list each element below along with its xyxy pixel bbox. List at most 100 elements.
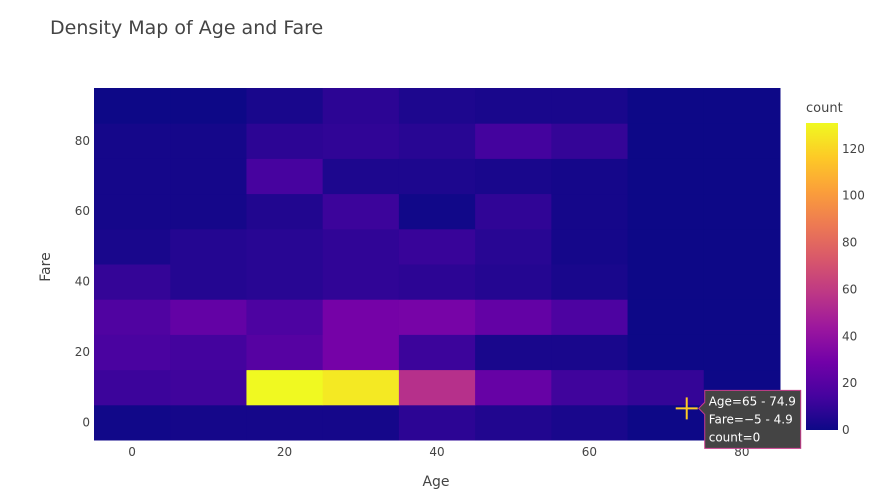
heatmap-cells[interactable] xyxy=(94,88,781,441)
hover-text-line: Fare=−5 - 4.9 xyxy=(709,412,793,426)
heatmap-cell[interactable] xyxy=(475,228,552,265)
heatmap-cell[interactable] xyxy=(703,123,781,159)
heatmap-cell[interactable] xyxy=(627,404,705,441)
heatmap-cell[interactable] xyxy=(475,334,552,371)
heatmap-cell[interactable] xyxy=(322,158,400,195)
heatmap-cell[interactable] xyxy=(246,123,324,159)
x-tick-label: 40 xyxy=(429,445,444,459)
heatmap-cell[interactable] xyxy=(627,334,705,371)
heatmap-cell[interactable] xyxy=(322,228,400,265)
heatmap-cell[interactable] xyxy=(703,299,781,335)
heatmap-cell[interactable] xyxy=(94,123,171,159)
heatmap-cell[interactable] xyxy=(703,193,781,230)
heatmap-cell[interactable] xyxy=(475,369,552,406)
heatmap-cell[interactable] xyxy=(627,193,705,230)
heatmap-cell[interactable] xyxy=(551,264,629,300)
heatmap-cell[interactable] xyxy=(398,193,476,230)
heatmap-cell[interactable] xyxy=(322,404,400,441)
heatmap-cell[interactable] xyxy=(551,228,629,265)
heatmap-cell[interactable] xyxy=(94,299,171,335)
y-tick-label: 0 xyxy=(82,415,90,429)
heatmap-cell[interactable] xyxy=(170,369,247,406)
heatmap-cell[interactable] xyxy=(94,264,171,300)
heatmap-cell[interactable] xyxy=(627,299,705,335)
heatmap-cell[interactable] xyxy=(627,264,705,300)
heatmap-cell[interactable] xyxy=(475,264,552,300)
heatmap-cell[interactable] xyxy=(246,158,324,195)
heatmap-cell[interactable] xyxy=(551,299,629,335)
heatmap-cell[interactable] xyxy=(475,123,552,159)
heatmap-cell[interactable] xyxy=(170,158,247,195)
heatmap-cell[interactable] xyxy=(246,334,324,371)
heatmap-cell[interactable] xyxy=(246,193,324,230)
heatmap-cell[interactable] xyxy=(398,123,476,159)
heatmap-cell[interactable] xyxy=(322,264,400,300)
heatmap-cell[interactable] xyxy=(170,334,247,371)
heatmap-cell[interactable] xyxy=(322,334,400,371)
heatmap-cell[interactable] xyxy=(170,88,247,124)
hover-text-line: Age=65 - 74.9 xyxy=(709,394,796,408)
heatmap-cell[interactable] xyxy=(627,228,705,265)
heatmap-cell[interactable] xyxy=(398,369,476,406)
heatmap-cell[interactable] xyxy=(170,264,247,300)
heatmap-cell[interactable] xyxy=(246,88,324,124)
heatmap-cell[interactable] xyxy=(170,123,247,159)
heatmap-cell[interactable] xyxy=(703,264,781,300)
heatmap-cell[interactable] xyxy=(398,264,476,300)
heatmap-cell[interactable] xyxy=(627,369,705,406)
heatmap-cell[interactable] xyxy=(551,369,629,406)
heatmap-cell[interactable] xyxy=(398,334,476,371)
heatmap-cell[interactable] xyxy=(475,88,552,124)
heatmap-cell[interactable] xyxy=(703,228,781,265)
heatmap-cell[interactable] xyxy=(322,88,400,124)
heatmap-cell[interactable] xyxy=(94,88,171,124)
colorbar-tick-label: 20 xyxy=(842,376,857,390)
heatmap-cell[interactable] xyxy=(170,193,247,230)
heatmap-cell[interactable] xyxy=(475,158,552,195)
x-axis-ticks: 0 20 40 60 80 xyxy=(128,445,749,459)
heatmap-cell[interactable] xyxy=(475,404,552,441)
heatmap-cell[interactable] xyxy=(475,299,552,335)
heatmap-cell[interactable] xyxy=(551,88,629,124)
heatmap-cell[interactable] xyxy=(170,228,247,265)
heatmap-cell[interactable] xyxy=(703,158,781,195)
colorbar-tick-label: 0 xyxy=(842,423,850,437)
x-tick-label: 20 xyxy=(277,445,292,459)
heatmap-cell[interactable] xyxy=(94,193,171,230)
heatmap-cell[interactable] xyxy=(246,369,324,406)
heatmap-cell[interactable] xyxy=(94,228,171,265)
heatmap-cell[interactable] xyxy=(398,404,476,441)
heatmap-cell[interactable] xyxy=(551,404,629,441)
heatmap-cell[interactable] xyxy=(322,123,400,159)
colorbar-tick-label: 120 xyxy=(842,142,865,156)
heatmap-cell[interactable] xyxy=(170,299,247,335)
heatmap-cell[interactable] xyxy=(246,404,324,441)
heatmap-cell[interactable] xyxy=(551,123,629,159)
heatmap-cell[interactable] xyxy=(398,228,476,265)
heatmap-cell[interactable] xyxy=(703,88,781,124)
heatmap-cell[interactable] xyxy=(475,193,552,230)
heatmap-cell[interactable] xyxy=(398,299,476,335)
heatmap-cell[interactable] xyxy=(322,369,400,406)
heatmap-cell[interactable] xyxy=(551,334,629,371)
heatmap-cell[interactable] xyxy=(94,334,171,371)
heatmap-cell[interactable] xyxy=(94,404,171,441)
colorbar xyxy=(806,123,838,430)
heatmap-cell[interactable] xyxy=(398,158,476,195)
heatmap-cell[interactable] xyxy=(627,88,705,124)
heatmap-cell[interactable] xyxy=(627,123,705,159)
heatmap-cell[interactable] xyxy=(94,369,171,406)
heatmap-cell[interactable] xyxy=(322,193,400,230)
heatmap-cell[interactable] xyxy=(627,158,705,195)
heatmap-cell[interactable] xyxy=(170,404,247,441)
heatmap-cell[interactable] xyxy=(322,299,400,335)
heatmap-cell[interactable] xyxy=(398,88,476,124)
heatmap-cell[interactable] xyxy=(246,264,324,300)
heatmap-cell[interactable] xyxy=(246,228,324,265)
heatmap-cell[interactable] xyxy=(551,158,629,195)
heatmap-cell[interactable] xyxy=(551,193,629,230)
heatmap-cell[interactable] xyxy=(94,158,171,195)
heatmap-cell[interactable] xyxy=(703,334,781,371)
y-axis-label: Fare xyxy=(38,252,54,281)
heatmap-cell[interactable] xyxy=(246,299,324,335)
